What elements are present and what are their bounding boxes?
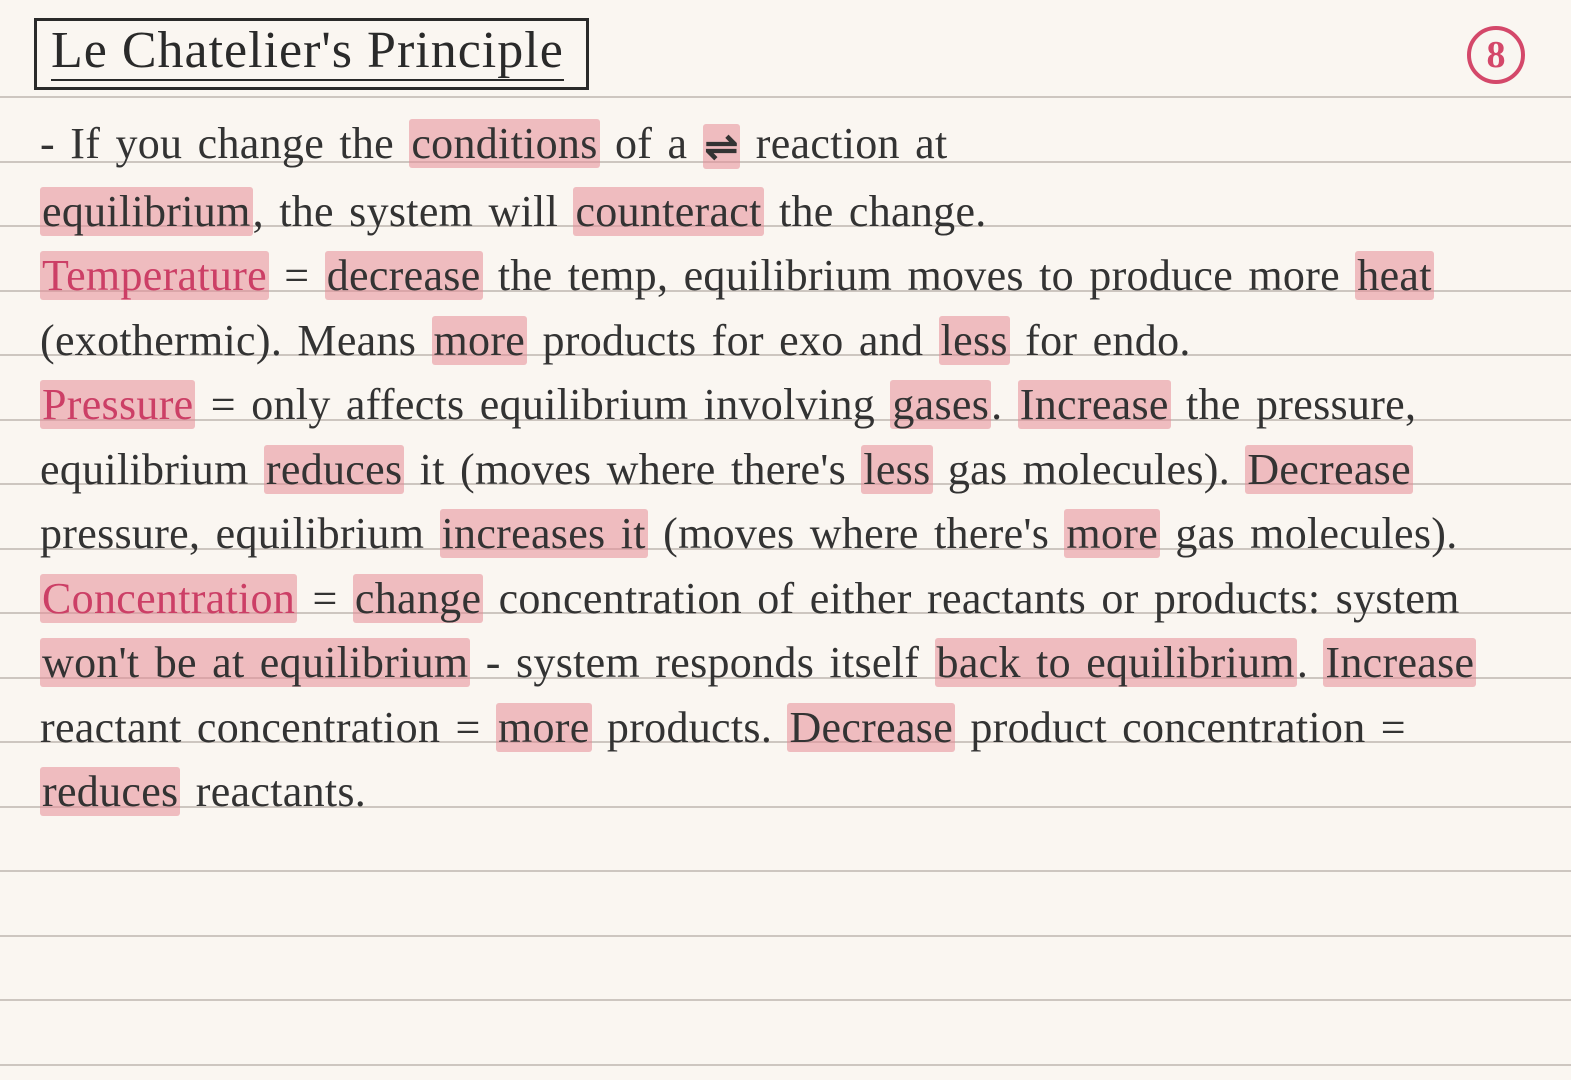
intro-text-1: - If you change the [40, 119, 409, 168]
press-text-7: gas molecules). [1160, 509, 1458, 558]
temp-eq: = [269, 251, 325, 300]
conc-eq: = [297, 574, 353, 623]
conc-hl-reduces: reduces [40, 767, 180, 816]
press-hl-decrease: Decrease [1245, 445, 1413, 494]
conc-text-2: - system responds itself [470, 638, 934, 687]
conc-text-1: concentration of either reactants or pro… [483, 574, 1459, 623]
intro-hl-counteract: counteract [573, 187, 763, 236]
notes-body: - If you change the conditions of a ⇌ re… [40, 112, 1531, 825]
temp-hl-decrease: decrease [325, 251, 483, 300]
content-area: Le Chatelier's Principle - If you change… [40, 18, 1531, 825]
temperature-label: Temperature [40, 251, 269, 300]
temp-hl-heat: heat [1355, 251, 1433, 300]
press-hl-reduces: reduces [264, 445, 404, 494]
press-text-1: . [991, 380, 1018, 429]
temp-hl-less: less [939, 316, 1010, 365]
reversible-arrow-icon: ⇌ [703, 124, 741, 169]
intro-hl-conditions: conditions [409, 119, 599, 168]
press-text-3: it (moves where there's [404, 445, 861, 494]
intro-text-5: the change. [764, 187, 987, 236]
intro-text-2: of a [600, 119, 703, 168]
conc-hl-back: back to equilibrium [935, 638, 1297, 687]
conc-hl-more: more [496, 703, 592, 752]
conc-hl-change: change [353, 574, 483, 623]
press-text-6: (moves where there's [648, 509, 1065, 558]
conc-text-3: . [1297, 638, 1324, 687]
conc-hl-decrease: Decrease [787, 703, 955, 752]
note-paper: 8 Le Chatelier's Principle - If you chan… [0, 0, 1571, 1080]
press-hl-increase: Increase [1018, 380, 1171, 429]
temp-text-3: products for exo and [527, 316, 939, 365]
conc-hl-increase: Increase [1323, 638, 1476, 687]
title-box: Le Chatelier's Principle [34, 18, 589, 90]
temp-text-2: (exothermic). Means [40, 316, 432, 365]
temp-text-4: for endo. [1010, 316, 1191, 365]
page-title: Le Chatelier's Principle [51, 25, 564, 81]
press-hl-more: more [1064, 509, 1160, 558]
conc-text-5: products. [592, 703, 788, 752]
pressure-label: Pressure [40, 380, 195, 429]
temp-hl-more: more [432, 316, 528, 365]
press-text-0: = only affects equilibrium involving [195, 380, 890, 429]
press-hl-gases: gases [890, 380, 991, 429]
conc-text-7: reactants. [180, 767, 366, 816]
intro-text-3: reaction at [740, 119, 947, 168]
conc-hl-wont: won't be at equilibrium [40, 638, 470, 687]
press-hl-increases-it: increases it [440, 509, 648, 558]
temp-text-1: the temp, equilibrium moves to produce m… [483, 251, 1356, 300]
conc-text-4: reactant concentration = [40, 703, 496, 752]
intro-text-4: , the system will [253, 187, 574, 236]
press-text-5: pressure, equilibrium [40, 509, 440, 558]
press-hl-less: less [861, 445, 932, 494]
concentration-label: Concentration [40, 574, 297, 623]
conc-text-6: product concentration = [955, 703, 1406, 752]
press-text-4: gas molecules). [933, 445, 1246, 494]
intro-hl-equilibrium: equilibrium [40, 187, 253, 236]
